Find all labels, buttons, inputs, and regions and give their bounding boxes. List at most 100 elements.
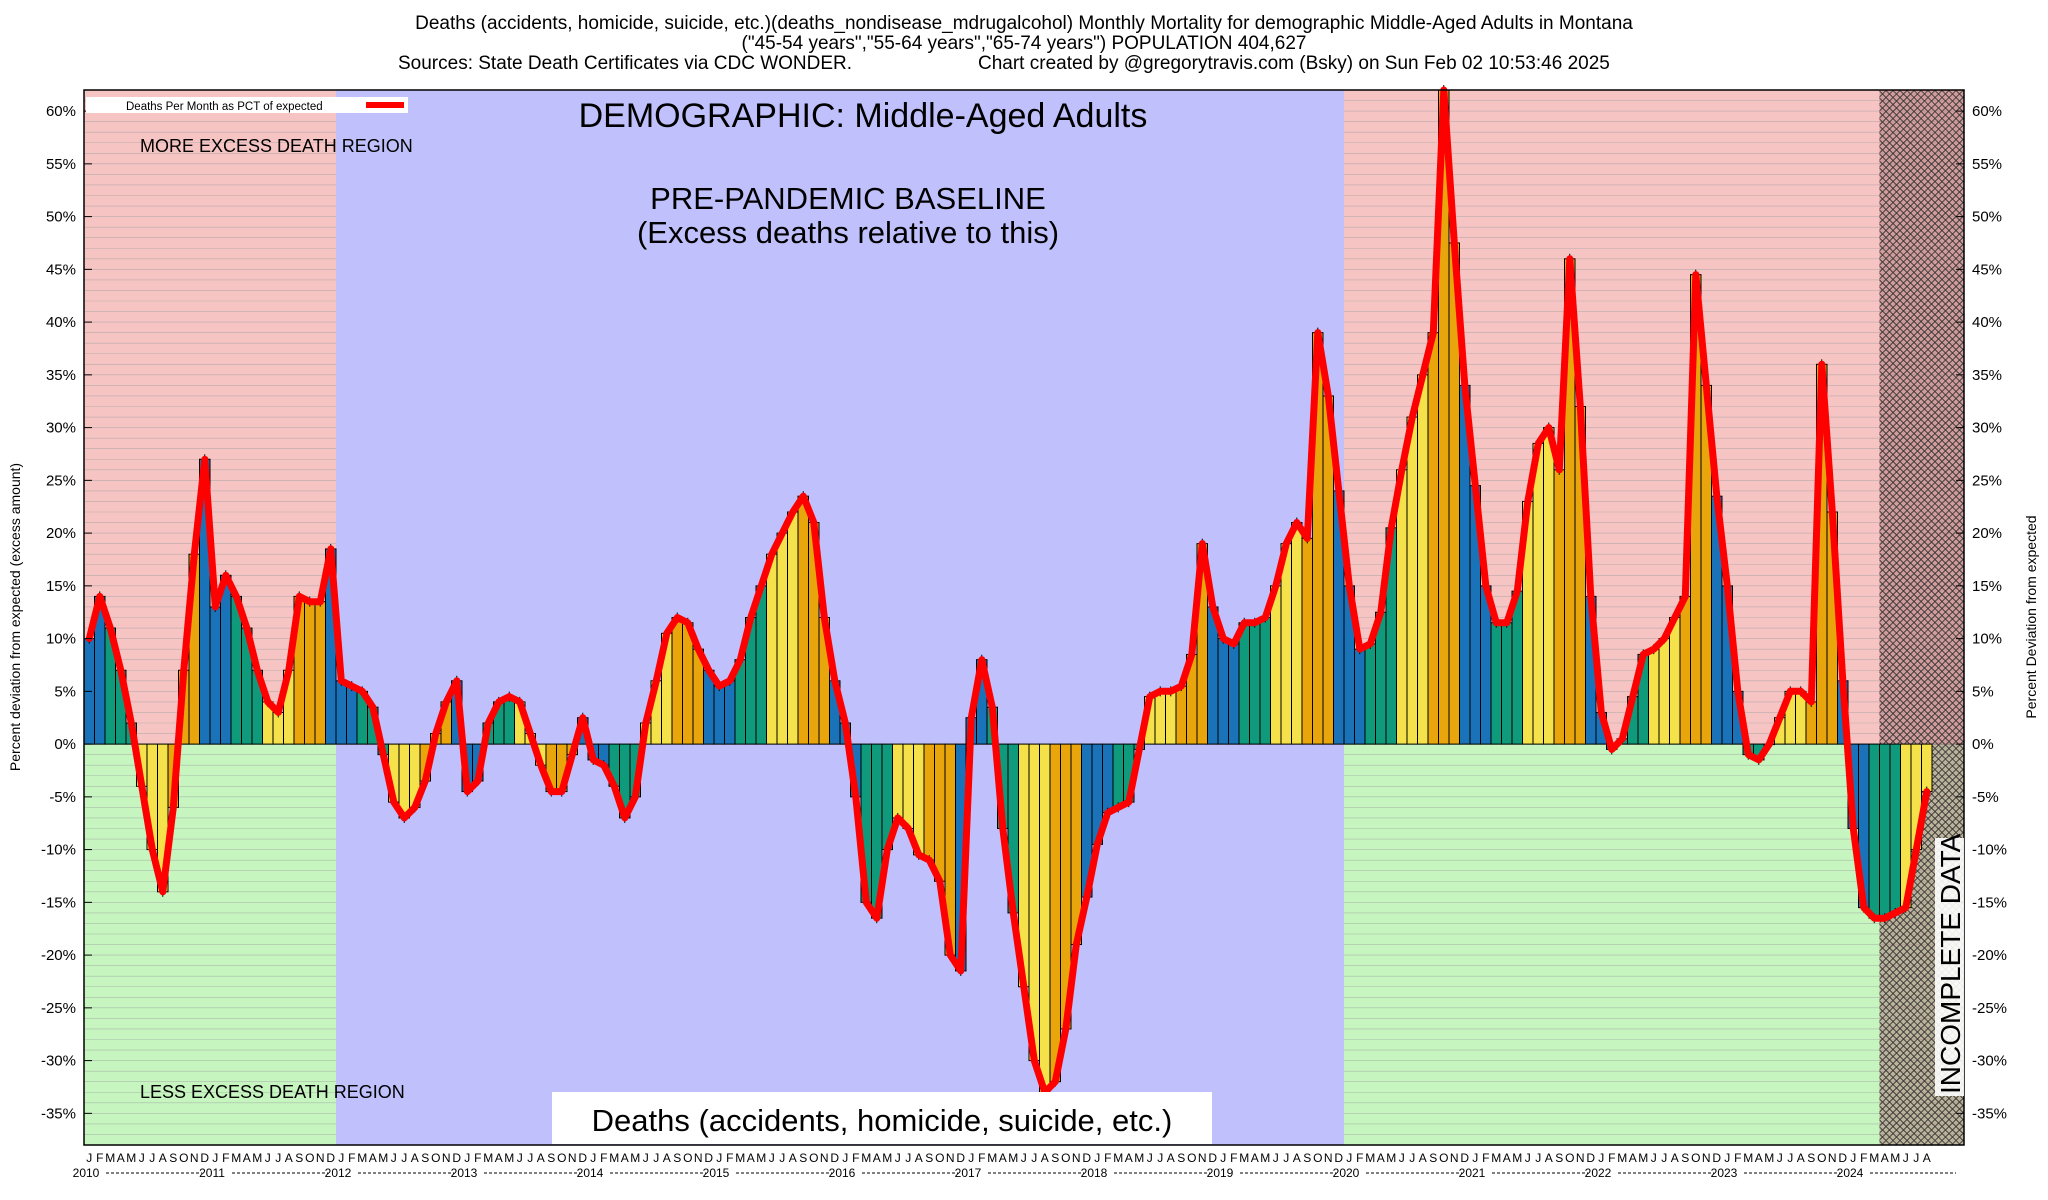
x-month-label: M: [1743, 1151, 1753, 1165]
x-year-label: 2013: [451, 1166, 478, 1180]
bar: [755, 585, 767, 745]
x-month-label: S: [1555, 1151, 1563, 1165]
x-month-label: M: [483, 1151, 493, 1165]
plot-frame: [83, 89, 1965, 1146]
bar: [1364, 643, 1376, 745]
x-month-label: N: [1072, 1151, 1081, 1165]
bar: [1532, 442, 1544, 745]
x-month-label: M: [378, 1151, 388, 1165]
x-month-label: M: [987, 1151, 997, 1165]
hatch-line: [1879, 249, 1964, 336]
x-month-label: A: [915, 1151, 923, 1165]
hatch-line: [1879, 258, 1964, 345]
x-month-label: J: [1651, 1151, 1657, 1165]
x-month-label: O: [1313, 1151, 1322, 1165]
baseline-label-2: (Excess deaths relative to this): [637, 215, 1059, 250]
y-tick-left: 5%: [54, 683, 76, 700]
y-tick-left: -20%: [41, 947, 76, 964]
bar: [1270, 585, 1282, 745]
x-month-label: O: [1691, 1151, 1700, 1165]
hatch-line: [1879, 1000, 1964, 1087]
hatch-line: [1879, 237, 1964, 324]
x-month-label: S: [925, 1151, 933, 1165]
hatch-line: [1879, 935, 1964, 1022]
x-year-label: 2020: [1333, 1166, 1360, 1180]
x-month-label: M: [1365, 1151, 1375, 1165]
x-month-label: J: [139, 1151, 145, 1165]
y-tick-right: 40%: [1972, 314, 2002, 331]
hatch-line: [1879, 949, 1964, 1036]
x-month-label: N: [316, 1151, 325, 1165]
x-month-label: F: [348, 1151, 355, 1165]
hatch-line: [1879, 958, 1964, 1045]
bar: [1396, 469, 1408, 745]
x-month-label: S: [673, 1151, 681, 1165]
bar: [1039, 743, 1051, 1093]
x-year-label: 2010: [73, 1166, 100, 1180]
y-tick-left: 45%: [46, 261, 76, 278]
x-month-label: N: [1324, 1151, 1333, 1165]
x-month-label: F: [474, 1151, 481, 1165]
bar: [1669, 617, 1681, 745]
bar: [1238, 622, 1250, 745]
x-month-label: N: [1576, 1151, 1585, 1165]
bar: [1553, 469, 1565, 745]
x-year-label: 2015: [703, 1166, 730, 1180]
x-month-label: J: [149, 1151, 155, 1165]
x-year-label: 2023: [1711, 1166, 1738, 1180]
y-tick-right: -35%: [1972, 1105, 2007, 1122]
x-month-label: M: [861, 1151, 871, 1165]
legend: Deaths Per Month as PCT of expected: [86, 97, 408, 113]
x-month-label: J: [517, 1151, 523, 1165]
y-tick-right: -5%: [1972, 789, 1999, 806]
x-month-label: F: [96, 1151, 103, 1165]
x-month-label: J: [1094, 1151, 1100, 1165]
x-month-label: D: [830, 1151, 839, 1165]
x-month-label: J: [1850, 1151, 1856, 1165]
x-month-label: J: [391, 1151, 397, 1165]
hatch-line: [1879, 951, 1964, 1038]
y-tick-left: 15%: [46, 578, 76, 595]
x-month-label: N: [442, 1151, 451, 1165]
hatch-line: [1879, 613, 1964, 700]
x-month-label: J: [769, 1151, 775, 1165]
bar: [1879, 743, 1891, 919]
hatch-line: [1879, 620, 1964, 707]
y-tick-labels: -35% -35% -30% -30% -25% -25% -20% -20% -15% -15%…: [41, 103, 2007, 1122]
x-month-label: F: [1230, 1151, 1237, 1165]
x-month-label: A: [1629, 1151, 1637, 1165]
x-month-label: J: [1283, 1151, 1289, 1165]
x-month-label: A: [999, 1151, 1007, 1165]
x-month-label: J: [1787, 1151, 1793, 1165]
x-month-label: F: [1482, 1151, 1489, 1165]
bar: [1889, 743, 1901, 914]
x-month-label: J: [1913, 1151, 1919, 1165]
bar: [1648, 648, 1660, 745]
x-month-label: F: [600, 1151, 607, 1165]
bar: [1049, 743, 1061, 1083]
x-month-label: M: [1260, 1151, 1270, 1165]
x-month-label: J: [1535, 1151, 1541, 1165]
x-month-label: D: [1586, 1151, 1595, 1165]
x-month-label: M: [126, 1151, 136, 1165]
x-month-label: M: [1386, 1151, 1396, 1165]
x-month-label: S: [1429, 1151, 1437, 1165]
hatch-line: [1879, 265, 1964, 352]
bar: [230, 595, 242, 745]
x-month-label: N: [568, 1151, 577, 1165]
bar: [346, 685, 358, 745]
x-month-label: O: [179, 1151, 188, 1165]
x-month-label: O: [1061, 1151, 1070, 1165]
x-month-label: M: [735, 1151, 745, 1165]
x-month-label: O: [1817, 1151, 1826, 1165]
x-month-label: A: [1545, 1151, 1553, 1165]
x-month-label: J: [1157, 1151, 1163, 1165]
hatch-line: [1879, 606, 1964, 693]
x-month-label: S: [1177, 1151, 1185, 1165]
y-tick-right: 10%: [1972, 631, 2002, 648]
x-month-label: A: [1251, 1151, 1259, 1165]
bar: [1165, 690, 1177, 745]
y-tick-left: -15%: [41, 894, 76, 911]
incomplete-data-label-group: INCOMPLETE DATA: [1935, 833, 1966, 1096]
x-month-label: J: [1147, 1151, 1153, 1165]
